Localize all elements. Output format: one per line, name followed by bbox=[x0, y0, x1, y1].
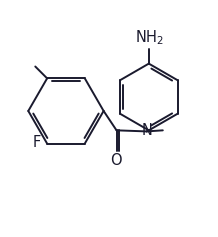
Text: F: F bbox=[32, 135, 41, 150]
Text: NH$_2$: NH$_2$ bbox=[135, 29, 164, 47]
Text: O: O bbox=[110, 152, 121, 168]
Text: N: N bbox=[141, 123, 152, 138]
